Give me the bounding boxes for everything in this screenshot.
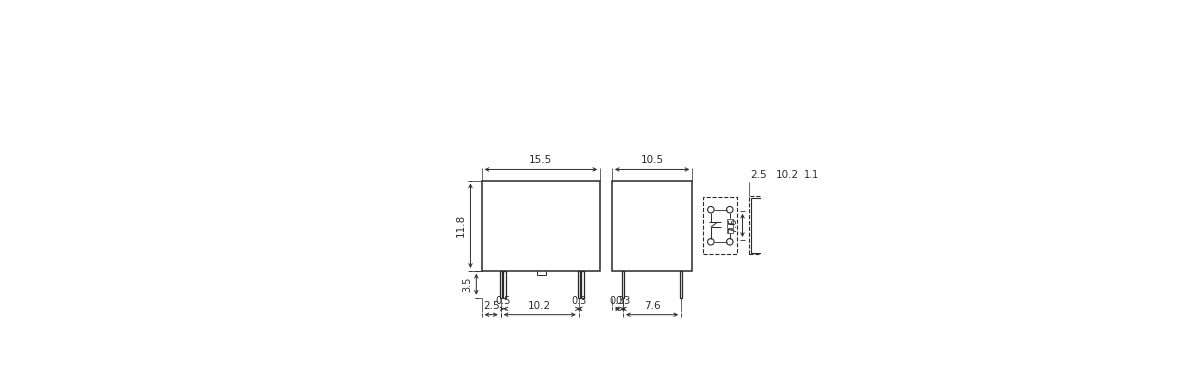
Text: 0.3: 0.3 [616, 296, 630, 306]
Text: 0.5: 0.5 [495, 296, 510, 306]
Text: 10.2: 10.2 [776, 170, 799, 180]
Bar [503, 271, 506, 298]
Bar [622, 271, 624, 298]
Bar [612, 181, 692, 271]
Text: 10.5: 10.5 [641, 155, 664, 165]
Text: 7.6: 7.6 [728, 218, 738, 233]
Bar [727, 229, 733, 233]
Text: 11.8: 11.8 [456, 214, 466, 237]
Text: 15.5: 15.5 [530, 155, 552, 165]
Text: 2.5: 2.5 [750, 170, 767, 180]
Bar [680, 271, 683, 298]
Bar [500, 271, 502, 298]
Bar [581, 271, 583, 298]
Bar [751, 198, 853, 253]
Bar [577, 271, 580, 298]
Text: 7.6: 7.6 [643, 301, 660, 311]
Text: 0.3: 0.3 [571, 296, 586, 306]
Bar [749, 196, 854, 254]
Text: 0.3: 0.3 [610, 296, 625, 306]
Bar [727, 219, 733, 223]
Text: 2.5: 2.5 [483, 301, 500, 311]
Text: 10.2: 10.2 [528, 301, 551, 311]
Text: 1.1: 1.1 [804, 170, 819, 180]
Bar [482, 181, 600, 271]
Text: 3.5: 3.5 [462, 277, 472, 292]
Bar [703, 197, 737, 254]
Bar [727, 224, 733, 228]
